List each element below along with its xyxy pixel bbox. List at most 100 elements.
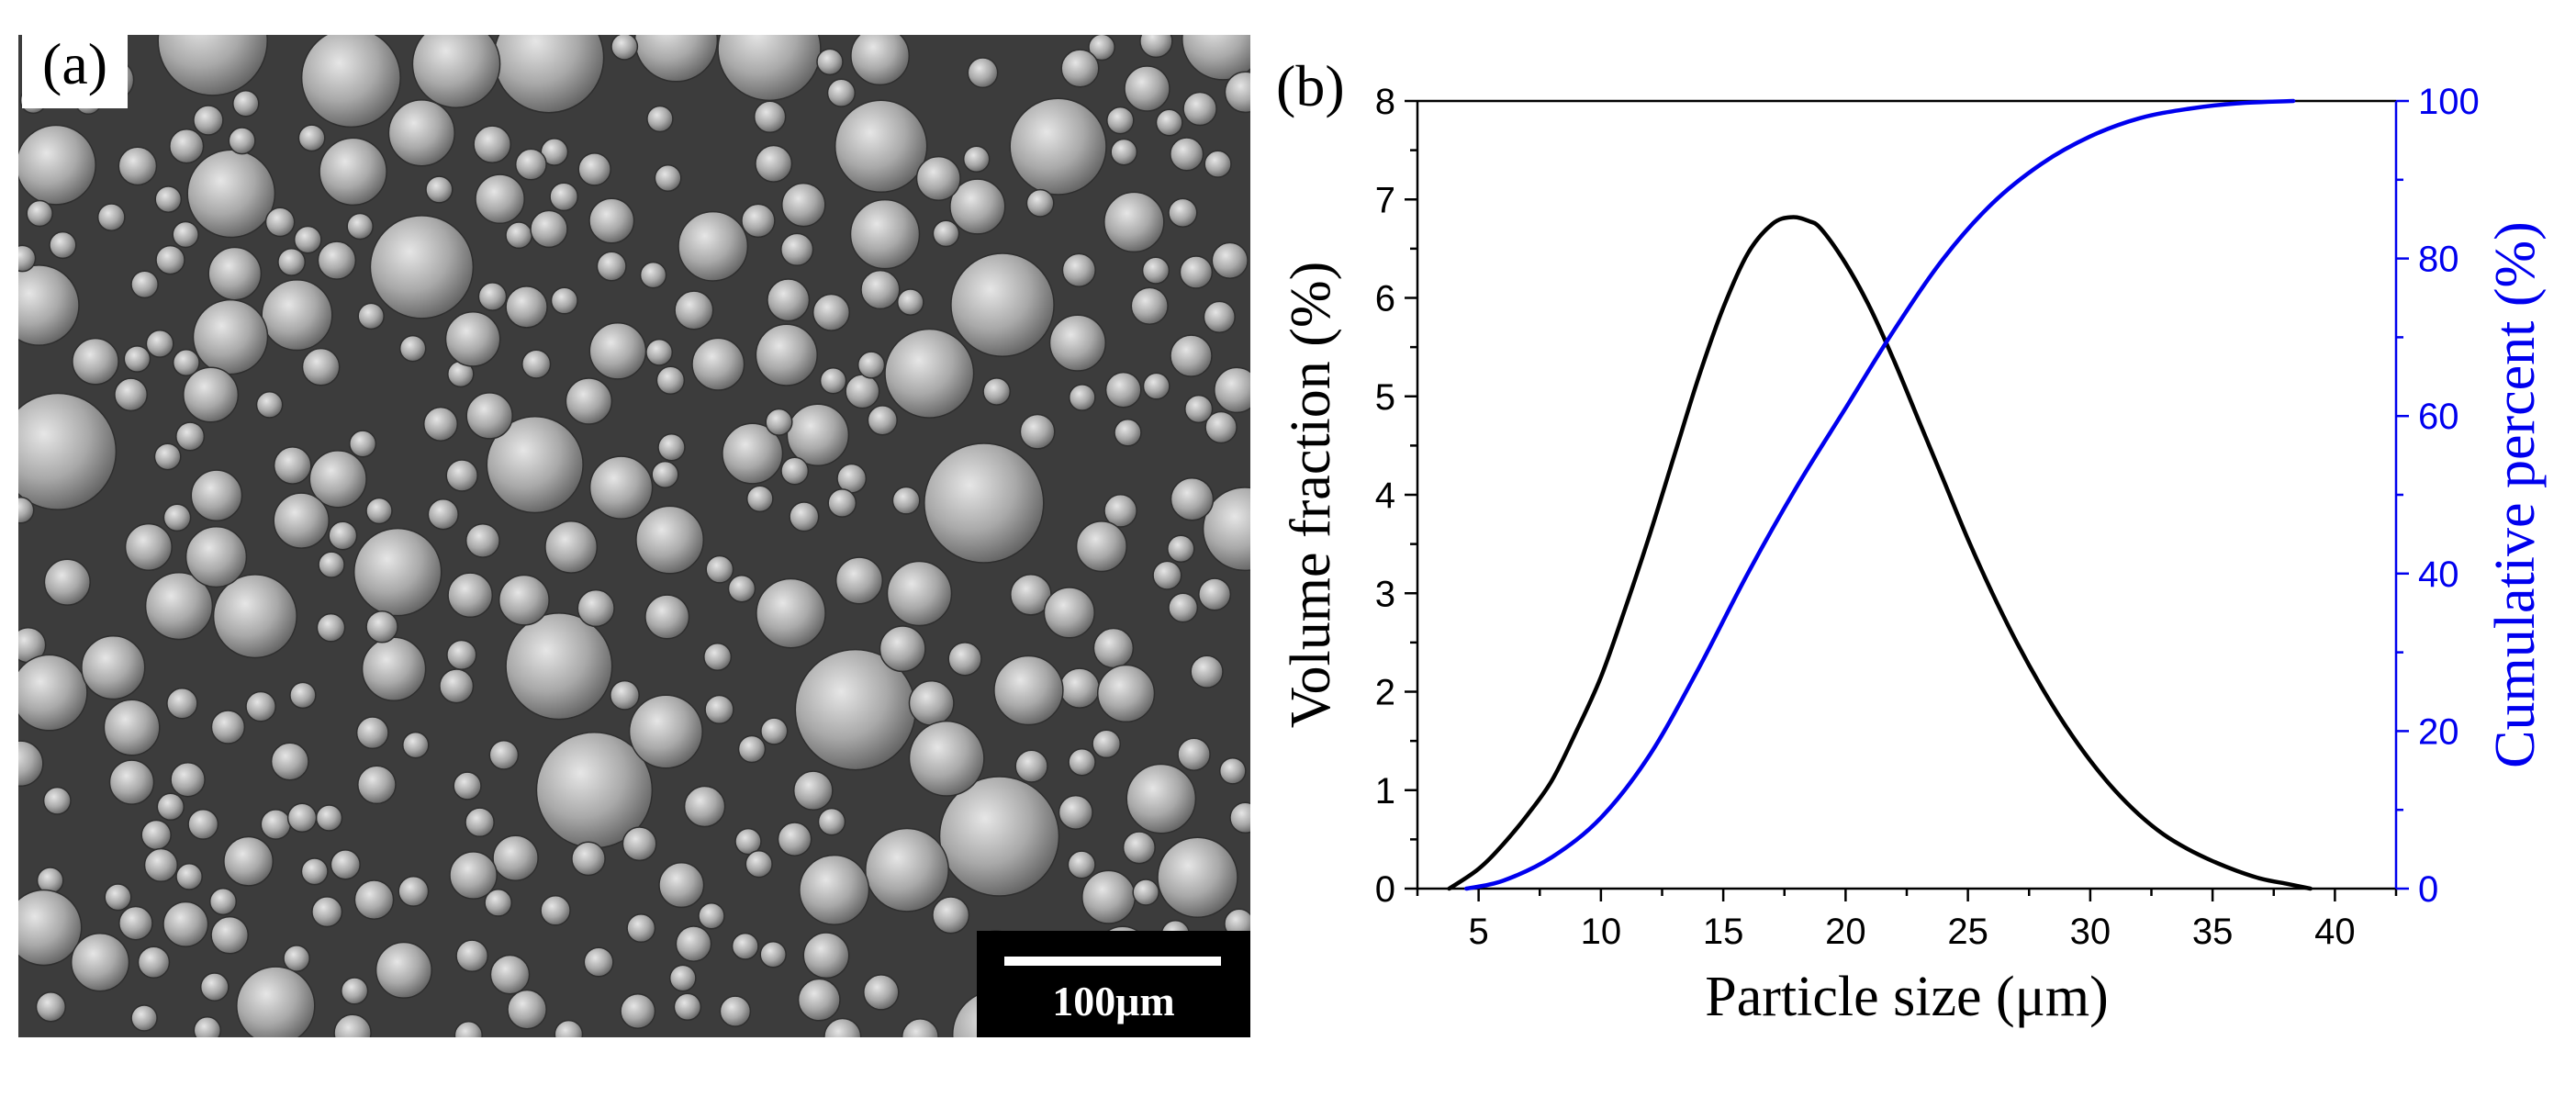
- powder-particle: [717, 35, 822, 102]
- powder-particle: [588, 321, 647, 380]
- powder-particle: [465, 392, 513, 440]
- powder-particle: [300, 857, 329, 886]
- powder-particle: [886, 560, 953, 627]
- y-tick-label: 8: [1375, 82, 1395, 122]
- scale-bar-line: [1004, 957, 1221, 966]
- powder-particle: [826, 78, 857, 107]
- powder-particle: [489, 954, 531, 995]
- powder-particle: [223, 835, 274, 887]
- powder-particles-image: [18, 35, 1250, 1037]
- x-axis-title: Particle size (μm): [1705, 966, 2109, 1028]
- powder-particle: [124, 522, 173, 571]
- powder-particle: [901, 1018, 939, 1037]
- powder-particle: [1204, 410, 1238, 444]
- powder-particle: [1019, 413, 1056, 450]
- powder-particle: [70, 933, 130, 992]
- powder-particle: [884, 328, 975, 419]
- x-tick-label: 5: [1469, 912, 1489, 952]
- powder-particle: [18, 889, 83, 967]
- powder-particle: [737, 734, 767, 764]
- powder-particle: [947, 642, 982, 677]
- powder-particle: [1211, 241, 1249, 279]
- powder-particle: [1218, 756, 1247, 785]
- powder-particle: [668, 964, 697, 992]
- powder-particle: [993, 655, 1064, 726]
- powder-particle: [333, 1013, 372, 1037]
- scale-bar-label: 100μm: [1052, 978, 1175, 1024]
- powder-particle: [1184, 394, 1214, 424]
- powder-particle: [346, 212, 374, 241]
- powder-particle: [18, 497, 35, 524]
- powder-particle: [1139, 35, 1173, 59]
- volume-fraction-line: [1447, 215, 2313, 891]
- powder-particle: [365, 610, 398, 644]
- powder-particle: [81, 634, 146, 700]
- powder-particle: [166, 687, 198, 720]
- powder-particle: [72, 337, 119, 386]
- powder-particle: [444, 311, 501, 367]
- powder-particle: [1088, 35, 1115, 62]
- powder-particle: [118, 146, 158, 186]
- y-tick-label: 1: [1375, 771, 1395, 812]
- powder-particle: [823, 1017, 862, 1037]
- powder-particle: [857, 351, 886, 379]
- powder-particle: [1141, 256, 1170, 285]
- powder-particle: [1202, 487, 1250, 572]
- powder-particle: [850, 35, 911, 86]
- powder-particle: [411, 35, 501, 109]
- powder-particle: [170, 761, 206, 798]
- x-tick-label: 15: [1703, 912, 1744, 952]
- y-axis-title: Volume fraction (%): [1280, 262, 1342, 728]
- powder-particle: [449, 851, 498, 900]
- powder-particle: [18, 392, 118, 510]
- powder-particle: [932, 219, 960, 248]
- powder-particle: [1214, 366, 1250, 414]
- powder-particle: [193, 1016, 222, 1037]
- powder-particle: [289, 681, 317, 710]
- powder-particle: [1132, 879, 1159, 906]
- powder-particle: [755, 323, 818, 386]
- powder-particle: [622, 826, 657, 862]
- powder-particle: [924, 442, 1045, 564]
- y-tick-label: 2: [1375, 673, 1395, 713]
- powder-particle: [317, 241, 357, 280]
- powder-particle: [236, 966, 316, 1037]
- powder-particle: [1068, 747, 1096, 777]
- powder-particle: [1014, 749, 1048, 783]
- powder-particle: [967, 57, 999, 89]
- powder-particle: [492, 834, 539, 881]
- powder-particle: [130, 1004, 158, 1032]
- powder-particle: [1182, 91, 1217, 127]
- powder-particle: [1142, 372, 1170, 400]
- powder-particle: [1060, 49, 1100, 88]
- powder-particle: [719, 995, 752, 1027]
- powder-particle: [1152, 560, 1182, 590]
- powder-particle: [186, 149, 276, 239]
- panel-label-b: (b): [1276, 53, 1345, 118]
- y2-tick-label: 80: [2418, 240, 2459, 280]
- y-tick-label: 6: [1375, 279, 1395, 319]
- powder-particle: [1122, 831, 1156, 865]
- powder-particle: [192, 298, 269, 375]
- powder-particle: [398, 875, 430, 907]
- powder-particle: [475, 174, 525, 225]
- powder-particle: [140, 819, 172, 851]
- powder-particle: [792, 770, 834, 812]
- powder-particle: [187, 808, 219, 840]
- powder-particle: [1198, 577, 1232, 611]
- powder-particle: [1058, 794, 1093, 830]
- powder-particle: [505, 285, 548, 329]
- powder-particle: [628, 694, 703, 769]
- powder-particle: [635, 505, 705, 575]
- powder-particle: [734, 827, 762, 856]
- x-tick-label: 35: [2192, 912, 2234, 952]
- powder-particle: [505, 221, 533, 250]
- powder-particle: [104, 883, 132, 912]
- powder-particle: [422, 406, 459, 442]
- powder-particle: [845, 374, 880, 409]
- powder-particle: [817, 807, 846, 836]
- powder-particle: [1106, 106, 1135, 135]
- powder-particle: [207, 246, 263, 301]
- powder-particle: [1203, 300, 1236, 333]
- powder-particle: [270, 742, 309, 781]
